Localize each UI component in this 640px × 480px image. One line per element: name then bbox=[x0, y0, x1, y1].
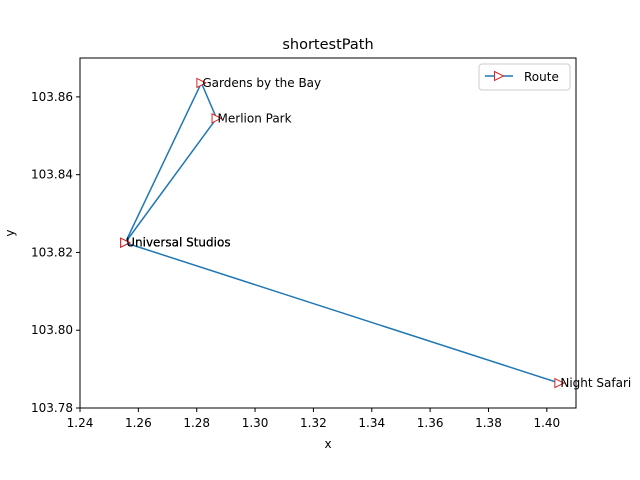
plot-area: Universal Studios Gardens by the Bay Merli… bbox=[120, 76, 631, 390]
data-point-marker bbox=[554, 377, 565, 389]
y-tick-label: 103.78 bbox=[31, 401, 73, 415]
chart-title: shortestPath bbox=[282, 37, 373, 53]
x-tick-label: 1.32 bbox=[300, 416, 327, 430]
data-point-label: Universal Studios bbox=[126, 236, 230, 250]
y-tick-label: 103.80 bbox=[31, 323, 73, 337]
axes-frame bbox=[79, 57, 577, 409]
data-point-label: Night Safari bbox=[560, 376, 631, 390]
series-line-route bbox=[124, 82, 561, 384]
y-tick-label: 103.84 bbox=[31, 168, 73, 182]
data-point-marker bbox=[196, 77, 207, 89]
data-point-label: Universal Studios bbox=[126, 236, 230, 250]
x-tick-label: 1.24 bbox=[67, 416, 94, 430]
y-tick-label: 103.82 bbox=[31, 245, 73, 259]
legend-label-route: Route bbox=[524, 70, 559, 84]
data-point-marker bbox=[211, 112, 223, 124]
x-tick-label: 1.36 bbox=[417, 416, 444, 430]
x-tick-label: 1.30 bbox=[242, 416, 269, 430]
legend-marker-route bbox=[494, 70, 505, 82]
x-tick-label: 1.34 bbox=[358, 416, 385, 430]
data-point-marker bbox=[120, 237, 131, 249]
x-axis-label: x bbox=[324, 437, 331, 451]
x-tick-label: 1.28 bbox=[183, 416, 210, 430]
data-point-label: Gardens by the Bay bbox=[202, 76, 321, 90]
x-tick-label: 1.38 bbox=[475, 416, 502, 430]
legend: Route bbox=[478, 63, 571, 91]
y-tick-label: 103.86 bbox=[31, 90, 73, 104]
x-tick-label: 1.26 bbox=[125, 416, 152, 430]
legend-box bbox=[478, 63, 571, 91]
y-axis-label: y bbox=[3, 229, 17, 236]
y-axis: 103.78 103.80 103.82 103.84 103.86 bbox=[31, 90, 80, 415]
data-point-label: Merlion Park bbox=[218, 111, 292, 125]
x-axis: 1.24 1.26 1.28 1.30 1.32 1.34 1.36 1.38 1.40 bbox=[67, 408, 560, 430]
x-tick-label: 1.40 bbox=[533, 416, 560, 430]
data-point-label: Universal Studios bbox=[126, 236, 230, 250]
